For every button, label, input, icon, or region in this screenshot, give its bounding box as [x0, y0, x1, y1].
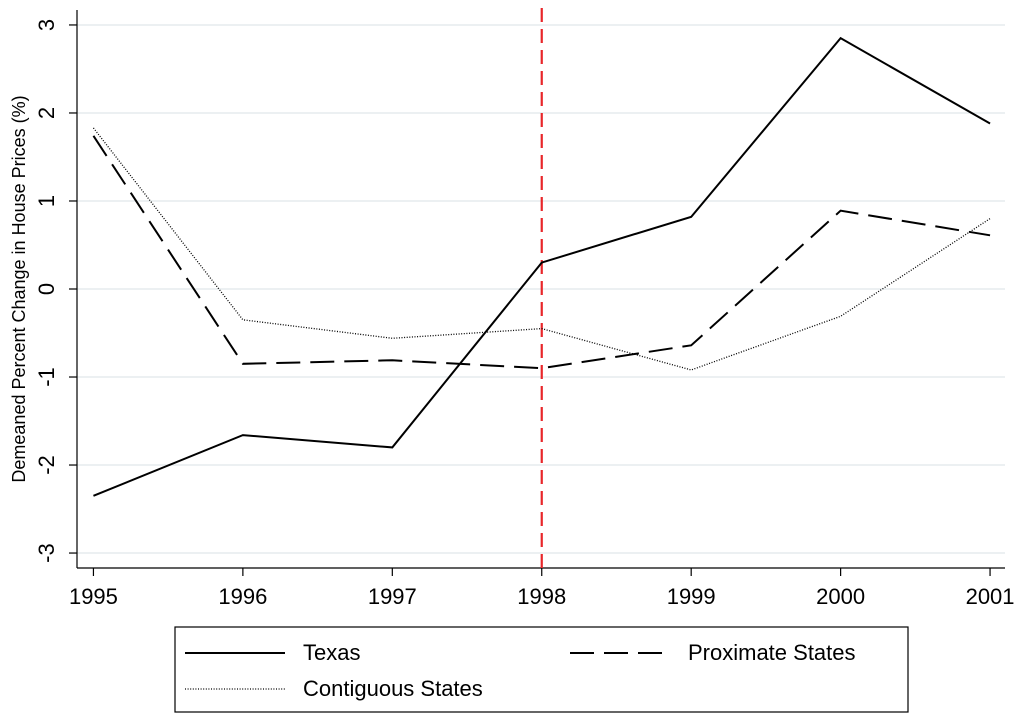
x-tick-label: 1996	[218, 584, 267, 609]
y-axis-label: Demeaned Percent Change in House Prices …	[9, 95, 29, 482]
y-tick-label: -3	[34, 543, 59, 563]
series-line	[92, 135, 991, 370]
x-tick-label: 2000	[816, 584, 865, 609]
series-line	[92, 127, 991, 371]
x-tick-label: 2001	[966, 584, 1015, 609]
legend-label: Proximate States	[688, 640, 856, 665]
y-tick-label: 1	[34, 195, 59, 207]
legend-label: Contiguous States	[303, 676, 483, 701]
x-tick-label: 1997	[368, 584, 417, 609]
legend-box	[174, 626, 909, 713]
y-tick-label: 0	[34, 283, 59, 295]
y-tick-label: 3	[34, 19, 59, 31]
y-tick-label: -2	[34, 455, 59, 475]
y-tick-label: 2	[34, 107, 59, 119]
x-tick-label: 1998	[517, 584, 566, 609]
x-tick-label: 1999	[667, 584, 716, 609]
legend-label: Texas	[303, 640, 360, 665]
y-tick-label: -1	[34, 367, 59, 387]
series-line	[93, 36, 991, 497]
x-tick-label: 1995	[69, 584, 118, 609]
